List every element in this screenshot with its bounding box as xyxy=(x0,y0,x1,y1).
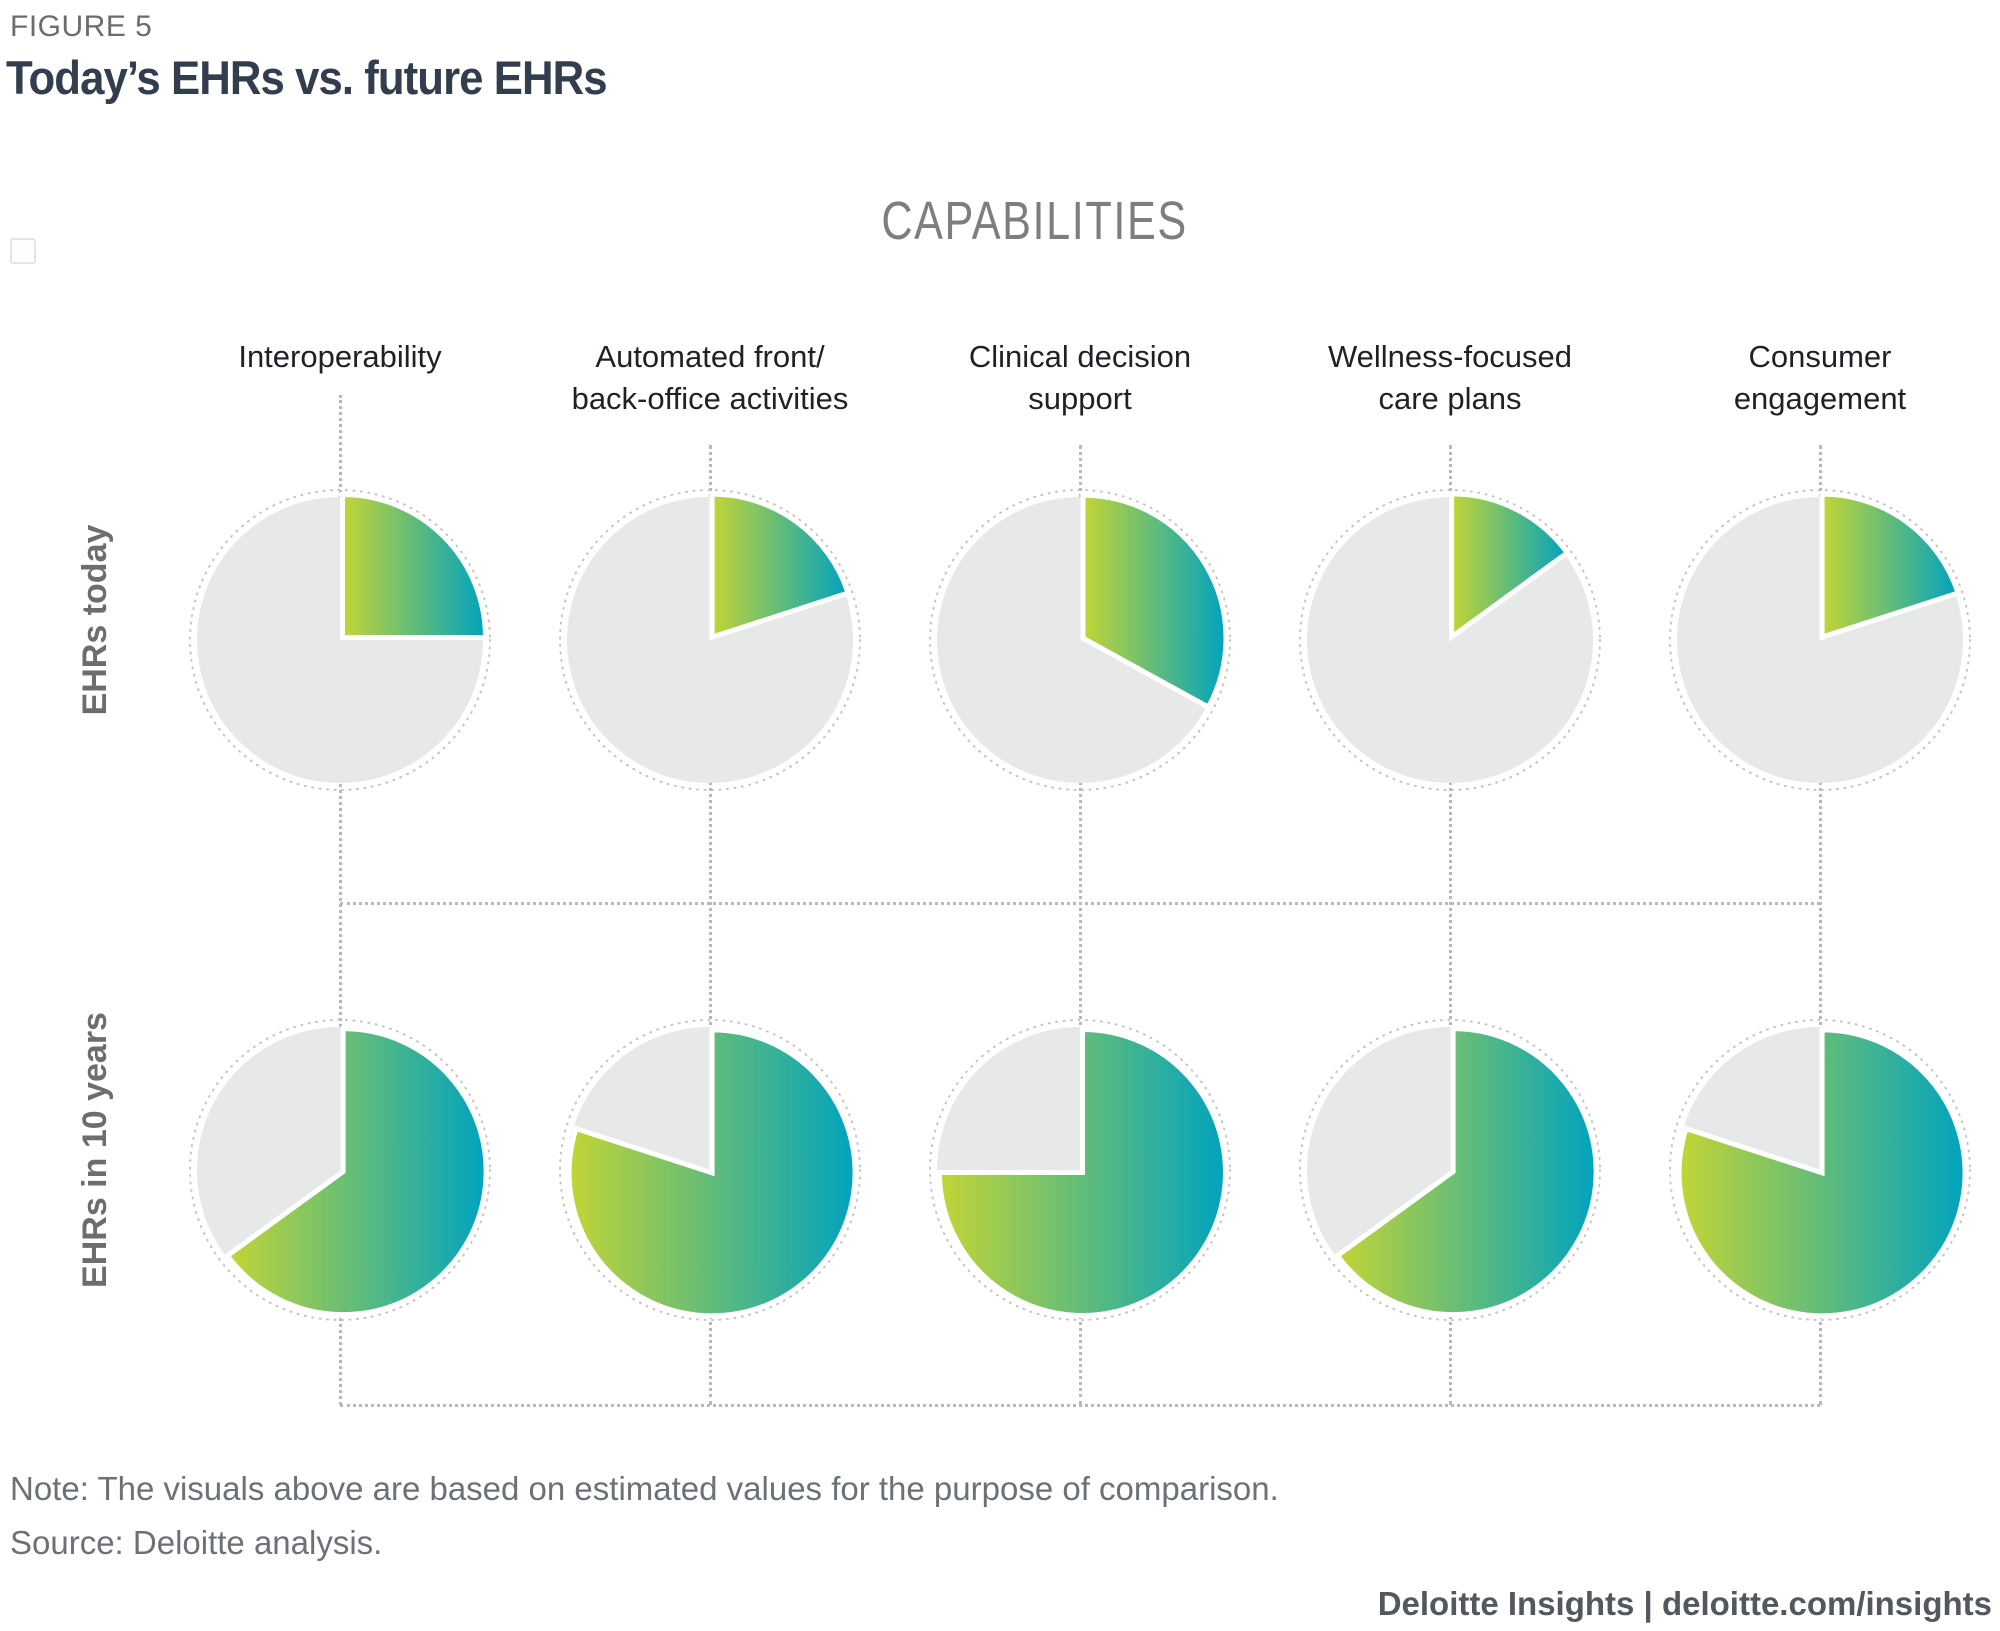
column-header-consumer-engagement: Consumer engagement xyxy=(1733,339,1907,416)
source-text: Source: Deloitte analysis. xyxy=(10,1524,383,1561)
pie-future-consumer-engagement xyxy=(1665,1015,1975,1325)
column-header-clinical-decision-support: Clinical decision support xyxy=(968,339,1192,416)
note-text: Note: The visuals above are based on est… xyxy=(10,1470,1279,1507)
row-label-ehrs-in-10-years: EHRs in 10 years xyxy=(76,1012,114,1288)
capabilities-group-header-text: CAPABILITIES xyxy=(881,191,1189,251)
figure-title: Today’s EHRs vs. future EHRs xyxy=(6,51,608,104)
grid-dotted-vline-col4 xyxy=(1449,445,1452,1405)
empty-legend-checkbox xyxy=(10,238,36,264)
capabilities-group-header: CAPABILITIES xyxy=(150,190,1920,252)
pie-today-consumer-engagement xyxy=(1665,485,1975,795)
column-header-automated-front-back-office: Automated front/ back-office activities xyxy=(571,339,849,416)
column-header-interoperability: Interoperability xyxy=(238,339,442,374)
pie-future-automated-front-back-office xyxy=(555,1015,865,1325)
pie-today-interoperability xyxy=(185,485,495,795)
grid-dotted-hline-middle xyxy=(340,902,1820,905)
pie-today-wellness-focused-care-plans xyxy=(1295,485,1605,795)
pie-future-clinical-decision-support xyxy=(925,1015,1235,1325)
pie-future-wellness-focused-care-plans xyxy=(1295,1015,1605,1325)
grid-dotted-hline-bottom xyxy=(340,1404,1820,1407)
pie-today-automated-front-back-office xyxy=(555,485,865,795)
row-label-ehrs-today: EHRs today xyxy=(76,524,114,716)
grid-dotted-vline-col5 xyxy=(1819,445,1822,1405)
figure-number-label: FIGURE 5 xyxy=(10,10,153,43)
grid-dotted-vline-col2 xyxy=(709,445,712,1405)
pie-future-interoperability xyxy=(185,1015,495,1325)
grid-dotted-vline-col3 xyxy=(1079,445,1082,1405)
grid-dotted-vline-col1 xyxy=(339,395,342,1405)
column-header-wellness-focused-care-plans: Wellness-focused care plans xyxy=(1327,339,1573,416)
pie-today-clinical-decision-support xyxy=(925,485,1235,795)
deloitte-insights-credit: Deloitte Insights | deloitte.com/insight… xyxy=(1377,1585,1992,1622)
